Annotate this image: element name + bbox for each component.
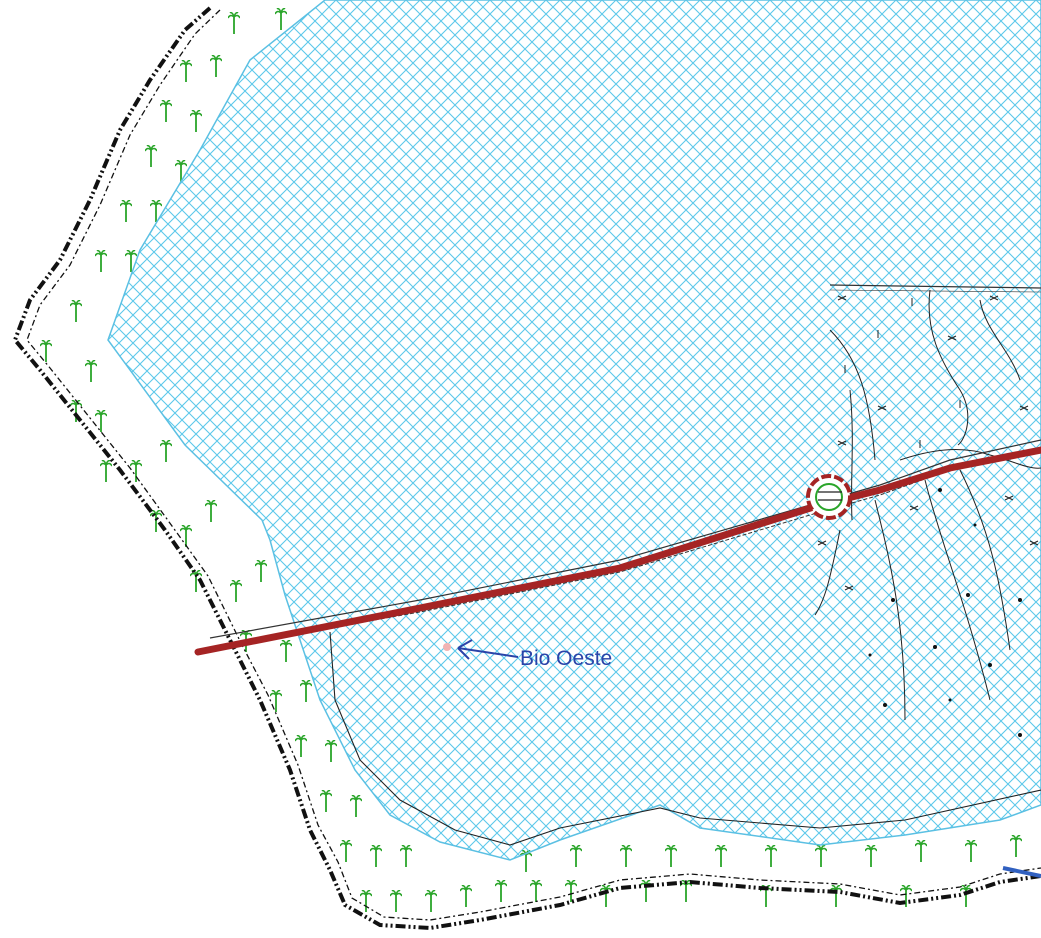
boundary-line-inner <box>26 9 1041 921</box>
roundabout-icon <box>806 474 852 520</box>
inner-contour-line <box>329 631 1041 846</box>
sample-point-marker <box>443 643 451 651</box>
arrow-left-icon <box>457 639 519 660</box>
secondary-road-stub <box>1002 866 1041 878</box>
marsh-symbol-icon <box>817 295 1039 591</box>
lake-area <box>107 0 1041 861</box>
wetland-zone <box>814 284 1041 737</box>
boundary-line <box>12 6 1041 931</box>
map-label: Bio Oeste <box>520 647 613 670</box>
ground-dots <box>868 488 1022 737</box>
